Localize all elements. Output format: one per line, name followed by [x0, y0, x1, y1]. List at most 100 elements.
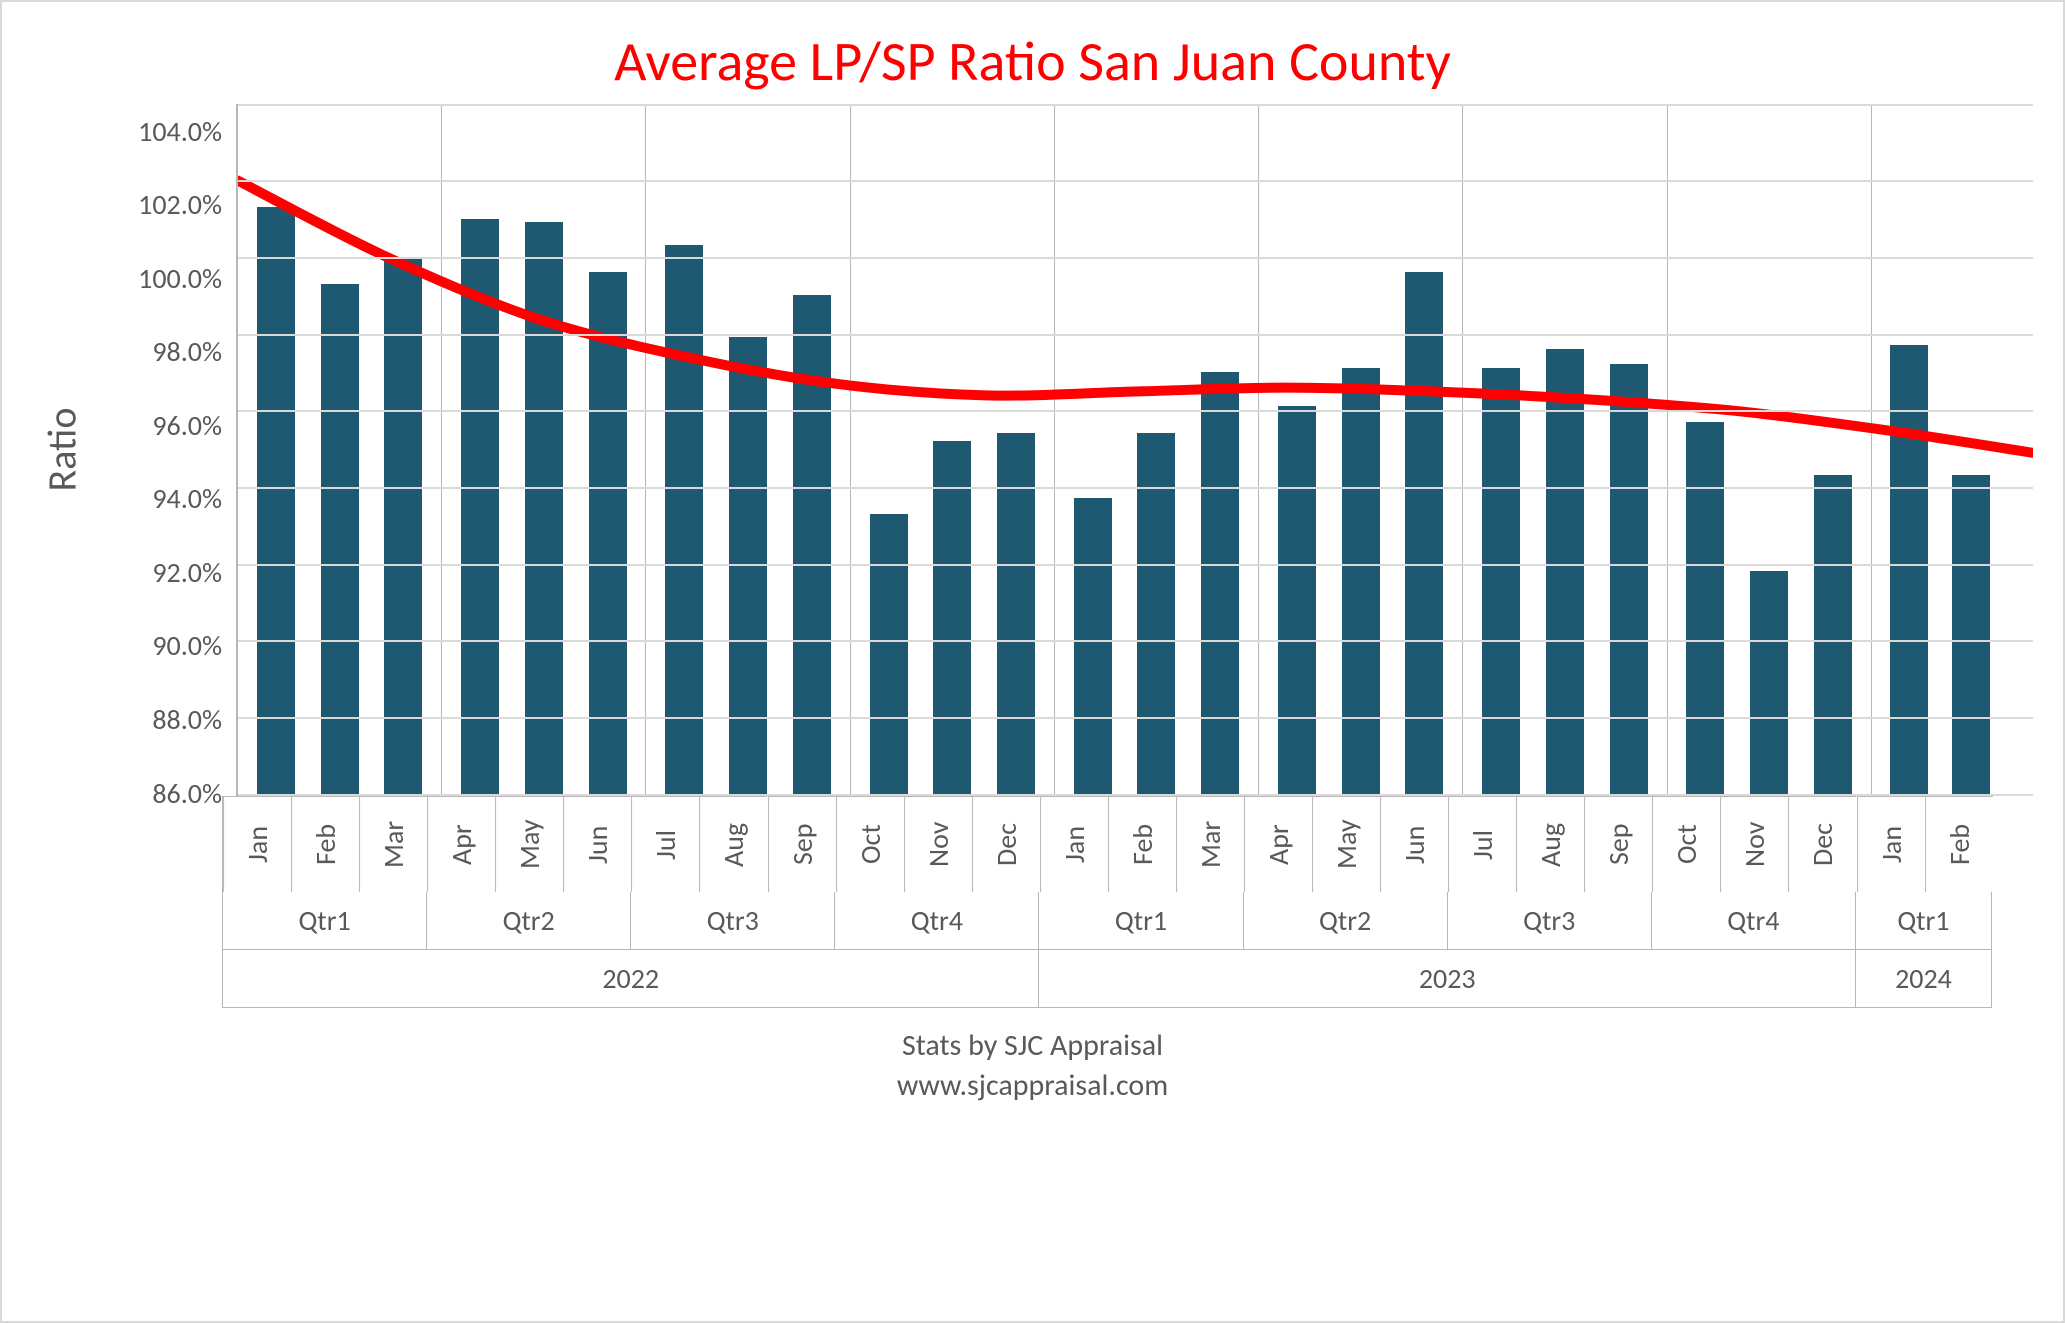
bar: [1814, 475, 1852, 793]
xaxis-years-row: 202220232024: [222, 950, 1992, 1008]
xaxis-month: Mar: [1176, 796, 1244, 892]
gridline: [238, 104, 2033, 106]
xaxis-month: Sep: [1584, 796, 1652, 892]
xaxis-month: Feb: [1108, 796, 1176, 892]
xaxis-months-row: JanFebMarAprMayJunJulAugSepOctNovDecJanF…: [222, 796, 1992, 892]
xaxis-quarters-row: Qtr1Qtr2Qtr3Qtr4Qtr1Qtr2Qtr3Qtr4Qtr1: [222, 892, 1992, 950]
yaxis-tick: 102.0%: [138, 191, 222, 219]
yaxis-tick: 92.0%: [152, 559, 222, 587]
bar: [461, 219, 499, 794]
yaxis-tick: 96.0%: [152, 412, 222, 440]
yaxis-ticks: 104.0% 102.0% 100.0% 98.0% 96.0% 94.0% 92.0% 90…: [92, 104, 236, 794]
bar: [1686, 422, 1724, 794]
xaxis-month: Oct: [836, 796, 904, 892]
xaxis-month: Jul: [1448, 796, 1516, 892]
bar-group: [1872, 104, 2008, 794]
bar-group: [646, 104, 850, 794]
bar: [1201, 372, 1239, 794]
xaxis-year: 2023: [1039, 950, 1855, 1008]
xaxis-month: Jun: [1380, 796, 1448, 892]
xaxis-month: Dec: [1788, 796, 1856, 892]
xaxis-month: Feb: [1925, 796, 1993, 892]
yaxis-tick: 98.0%: [152, 338, 222, 366]
gridline: [238, 487, 2033, 489]
xaxis-month: Feb: [291, 796, 359, 892]
xaxis-month: Nov: [904, 796, 972, 892]
plot-row: Ratio 104.0% 102.0% 100.0% 98.0% 96.0% 94.0% 9…: [32, 104, 2033, 796]
bar: [257, 207, 295, 794]
bar-group: [1259, 104, 1463, 794]
xaxis-month: Dec: [972, 796, 1040, 892]
yaxis-tick: 94.0%: [152, 485, 222, 513]
yaxis-title-wrap: Ratio: [32, 104, 92, 796]
bar: [525, 222, 563, 793]
xaxis-quarter: Qtr1: [1856, 892, 1992, 950]
gridline: [238, 717, 2033, 719]
bar: [1546, 349, 1584, 794]
gridline: [238, 640, 2033, 642]
xaxis-month: Mar: [359, 796, 427, 892]
xaxis: JanFebMarAprMayJunJulAugSepOctNovDecJanF…: [222, 796, 1992, 1008]
yaxis-title: Ratio: [38, 408, 87, 492]
xaxis-month: Nov: [1720, 796, 1788, 892]
bar: [1074, 498, 1112, 793]
bar: [1890, 345, 1928, 794]
chart-container: Average LP/SP Ratio San Juan County Rati…: [0, 0, 2065, 1323]
bar: [1750, 571, 1788, 793]
bar-group: [1055, 104, 1259, 794]
yaxis-tick: 88.0%: [152, 706, 222, 734]
xaxis-year: 2024: [1856, 950, 1992, 1008]
bar-group: [1463, 104, 1667, 794]
bar-group: [851, 104, 1055, 794]
xaxis-month: Aug: [1516, 796, 1584, 892]
xaxis-quarter: Qtr1: [1039, 892, 1243, 950]
gridline: [238, 410, 2033, 412]
gridline: [238, 257, 2033, 259]
xaxis-month: May: [495, 796, 563, 892]
xaxis-year: 2022: [223, 950, 1039, 1008]
xaxis-month: Sep: [768, 796, 836, 892]
chart-title: Average LP/SP Ratio San Juan County: [32, 32, 2033, 94]
xaxis-month: Jul: [631, 796, 699, 892]
bar: [870, 514, 908, 794]
xaxis-month: Jan: [223, 796, 291, 892]
bar: [1482, 368, 1520, 794]
bar: [1342, 368, 1380, 794]
xaxis-month: Aug: [699, 796, 767, 892]
xaxis-month: Jan: [1040, 796, 1108, 892]
xaxis-month: Jan: [1857, 796, 1925, 892]
gridline: [238, 180, 2033, 182]
bar: [933, 441, 971, 794]
bar: [1952, 475, 1990, 793]
plot-area: [236, 104, 2033, 796]
bar-group: [1668, 104, 1872, 794]
xaxis-month: Apr: [1244, 796, 1312, 892]
bar: [1405, 272, 1443, 793]
xaxis-quarter: Qtr3: [631, 892, 835, 950]
bar: [1610, 364, 1648, 793]
bar: [665, 245, 703, 793]
bar-group: [238, 104, 442, 794]
xaxis-month: Apr: [427, 796, 495, 892]
xaxis-quarter: Qtr2: [1244, 892, 1448, 950]
xaxis-quarter: Qtr2: [427, 892, 631, 950]
yaxis-tick: 104.0%: [138, 118, 222, 146]
xaxis-month: Jun: [563, 796, 631, 892]
yaxis-tick: 100.0%: [138, 265, 222, 293]
xaxis-month: May: [1312, 796, 1380, 892]
bars-layer: [238, 104, 2033, 794]
bar: [589, 272, 627, 793]
yaxis-tick: 90.0%: [152, 632, 222, 660]
footer-line-2: www.sjcappraisal.com: [32, 1066, 2033, 1107]
yaxis-tick: 86.0%: [152, 780, 222, 808]
chart-footer: Stats by SJC Appraisal www.sjcappraisal.…: [32, 1026, 2033, 1107]
xaxis-quarter: Qtr4: [835, 892, 1039, 950]
xaxis-quarter: Qtr3: [1448, 892, 1652, 950]
bar: [1278, 406, 1316, 793]
xaxis-quarter: Qtr1: [223, 892, 427, 950]
gridline: [238, 334, 2033, 336]
xaxis-month: Oct: [1652, 796, 1720, 892]
bar: [384, 257, 422, 794]
bar-group: [442, 104, 646, 794]
xaxis-quarter: Qtr4: [1652, 892, 1856, 950]
